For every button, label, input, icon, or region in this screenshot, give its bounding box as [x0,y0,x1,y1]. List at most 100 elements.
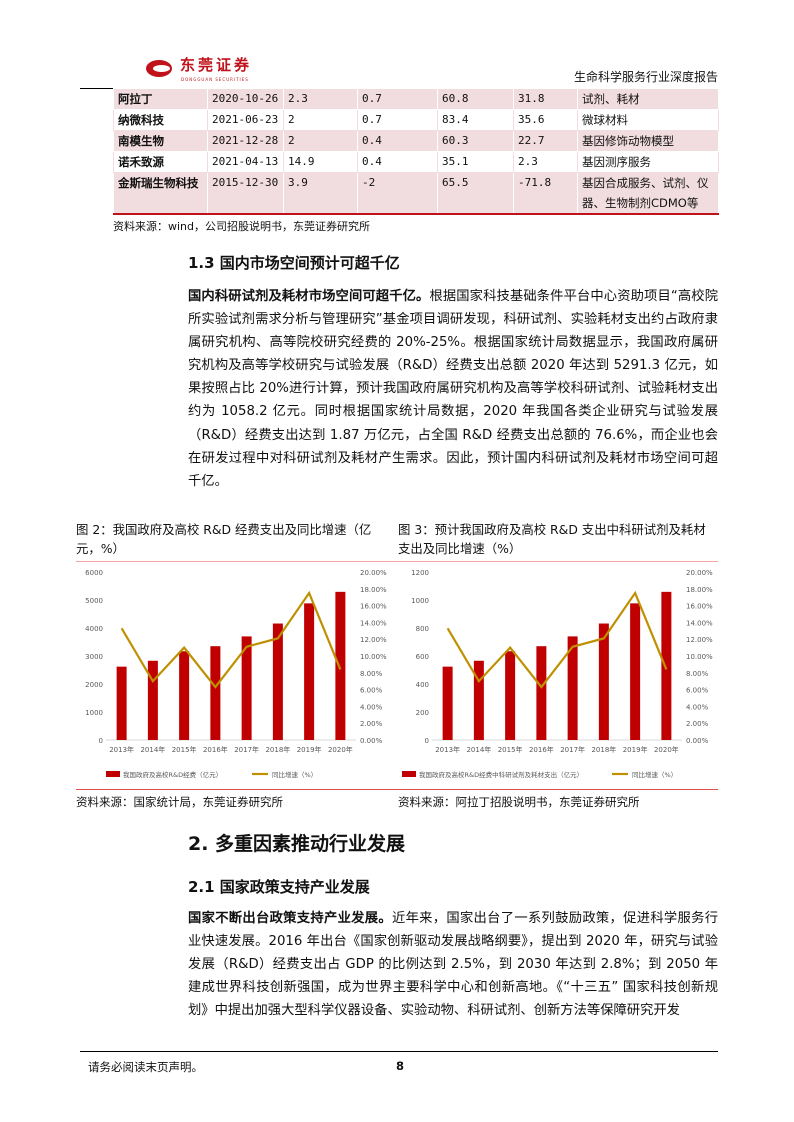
x-tick-label: 2020年 [328,745,353,754]
y-tick-label: 1000 [85,709,103,717]
x-tick-label: 2014年 [140,745,165,754]
body-text: 根据国家科技基础条件平台中心资助项目“高校院所实验试剂需求分析与管理研究”基金项… [188,289,718,489]
y-tick-label: 5000 [85,597,103,605]
table-cell: 2021-12-28 [207,130,284,152]
table-row: 金斯瑞生物科技 2015-12-30 3.9 -2 65.5 -71.8 基因合成服务、试剂… [113,172,719,215]
table-cell: 60.8 [437,88,514,110]
table-cell: 31.8 [513,88,578,110]
y-tick-label: 3000 [85,653,103,661]
report-title: 生命科学服务行业深度报告 [573,70,718,84]
table-cell: 14.9 [283,151,358,173]
x-tick-label: 2013年 [109,745,134,754]
y2-tick-label: 2.00% [360,720,383,728]
logo-text: 东莞证券 [180,56,253,74]
logo-subtext: DONGGUAN SECURITIES [181,77,249,82]
bar [505,651,516,740]
table-row: 诺禾致源 2021-04-13 14.9 0.4 35.1 2.3 基因测序服务 [113,151,719,173]
bar [147,660,158,740]
table-cell: 2021-06-23 [207,109,284,131]
x-tick-label: 2018年 [591,745,616,754]
bar [567,636,578,740]
bar [442,666,453,740]
x-tick-label: 2016年 [529,745,554,754]
table-row: 阿拉丁 2020-10-26 2.3 0.7 60.8 31.8 试剂、耗材 [113,88,719,110]
figure-top-rule [76,561,718,562]
section-2-heading: 2. 多重因素推动行业发展 [188,833,406,855]
y2-tick-label: 14.00% [686,619,713,627]
table-cell: 2.3 [513,151,578,173]
y-tick-label: 600 [416,653,429,661]
figure-bottom-rule [76,789,718,790]
table-cell: 0.7 [357,109,438,131]
table-cell: 60.3 [437,130,514,152]
y-tick-label: 1000 [411,597,429,605]
footer-divider [80,1051,718,1052]
x-tick-label: 2017年 [234,745,259,754]
table-cell: 22.7 [513,130,578,152]
y-tick-label: 200 [416,709,429,717]
y2-tick-label: 10.00% [686,653,713,661]
figure-3-source: 资料来源：阿拉丁招股说明书，东莞证券研究所 [398,795,640,809]
company-name-cell: 诺禾致源 [113,151,208,173]
bar [473,660,484,740]
section-1-3-heading: 1.3 国内市场空间预计可超千亿 [188,254,400,272]
table-cell: 2 [283,109,358,131]
chart-rd-expenditure: 0 1000 2000 3000 4000 5000 6000 0.00% 2.00% 4.00%… [85,569,387,779]
x-tick-label: 2019年 [623,745,648,754]
x-tick-label: 2016年 [203,745,228,754]
company-name-cell: 阿拉丁 [113,88,208,110]
legend-line-label: 同比增速（%） [272,770,317,779]
section-2-1-paragraph: 国家不断出台政策支持产业发展。近年来，国家出台了一系列鼓励政策，促进科学服务行业… [188,907,718,1022]
y2-tick-label: 14.00% [360,619,387,627]
figure-3-caption: 图 3：预计我国政府及高校 R&D 支出中科研试剂及耗材支出及同比增速（%） [398,522,706,556]
y-tick-label: 1200 [411,569,429,577]
bar [536,646,547,740]
y-tick-label: 400 [416,681,429,689]
x-tick-label: 2017年 [560,745,585,754]
table-cell: 2 [283,130,358,152]
y-tick-label: 6000 [85,569,103,577]
table-cell: 2020-10-26 [207,88,284,110]
table-cell: 微球材料 [577,109,719,131]
figure-2-source: 资料来源：国家统计局，东莞证券研究所 [76,795,283,809]
table-row: 纳微科技 2021-06-23 2 0.7 83.4 35.6 微球材料 [113,109,719,131]
y2-tick-label: 6.00% [360,687,383,695]
y2-tick-label: 10.00% [360,653,387,661]
y2-tick-label: 8.00% [360,670,383,678]
x-tick-label: 2018年 [265,745,290,754]
y2-tick-label: 16.00% [360,603,387,611]
bar [210,646,221,740]
growth-line [446,590,668,689]
lead-sentence: 国内科研试剂及耗材市场空间可超千亿。 [188,289,430,304]
figure-2-caption: 图 2：我国政府及高校 R&D 经费支出及同比增速（亿元，%） [76,522,372,556]
x-tick-label: 2015年 [172,745,197,754]
table-cell: 0.4 [357,151,438,173]
y2-tick-label: 4.00% [686,703,709,711]
legend-line-label: 同比增速（%） [632,770,677,779]
table-cell: 83.4 [437,109,514,131]
bar [630,603,641,740]
y2-tick-label: 16.00% [686,603,713,611]
y-tick-label: 4000 [85,625,103,633]
table-cell: 65.5 [437,172,514,215]
table-cell: 基因修饰动物模型 [577,130,719,152]
bar [272,623,283,740]
table-cell: 3.9 [283,172,358,215]
table-cell: 0.7 [357,88,438,110]
x-tick-label: 2020年 [654,745,679,754]
y2-tick-label: 6.00% [686,687,709,695]
y2-tick-label: 12.00% [360,636,387,644]
table-cell: 2015-12-30 [207,172,284,215]
bar [241,636,252,740]
x-tick-label: 2013年 [435,745,460,754]
company-name-cell: 金斯瑞生物科技 [113,172,208,215]
y-tick-label: 2000 [85,681,103,689]
body-text: 近年来，国家出台了一系列鼓励政策，促进科学服务行业快速发展。2016 年出台《国… [188,911,719,1019]
table-cell: 2.3 [283,88,358,110]
table-source: 资料来源：wind，公司招股说明书，东莞证券研究所 [113,220,371,233]
page-number: 8 [396,1059,405,1073]
table-cell: 2021-04-13 [207,151,284,173]
table-cell: 基因测序服务 [577,151,719,173]
y2-tick-label: 12.00% [686,636,713,644]
